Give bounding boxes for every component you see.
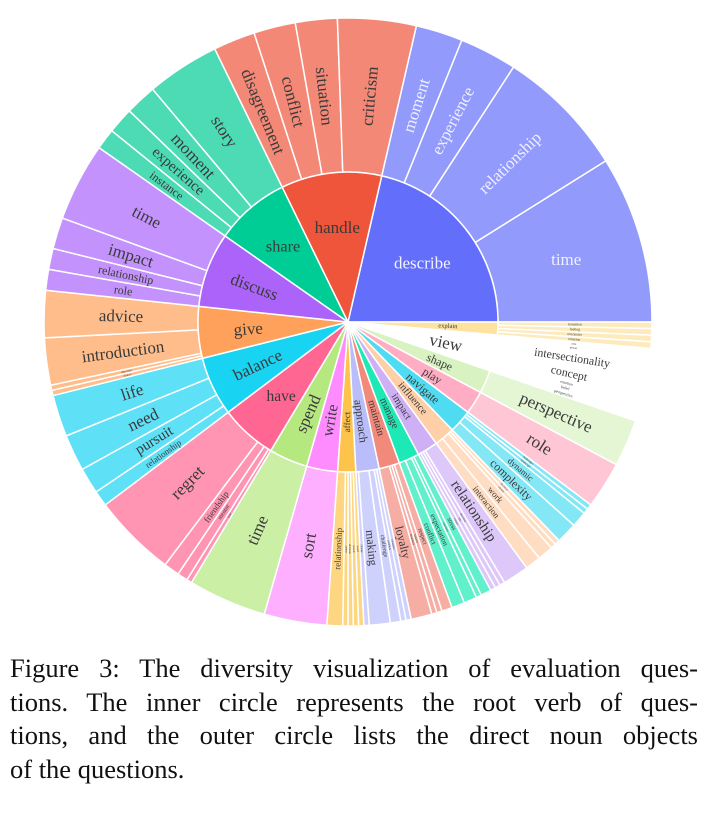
noun-label-decision: decision [459, 512, 468, 523]
noun-label-encounter: encounter [567, 332, 583, 337]
noun-label-time: time [226, 512, 233, 519]
verb-label-share: share [266, 236, 300, 255]
caption-line: tions. The inner circle represents the r… [10, 686, 698, 717]
noun-label-mood: mood [352, 545, 356, 552]
noun-label-balance: balance [413, 534, 420, 545]
noun-label-decision: decision [499, 482, 509, 492]
noun-label-time: time [551, 250, 581, 269]
noun-label-challenge: challenge [379, 535, 389, 559]
noun-label-sort: sort [297, 531, 320, 560]
verb-segment-describe[interactable] [347, 174, 499, 323]
noun-label-making: making [363, 529, 381, 566]
noun-label-emotion: emotion [442, 522, 450, 533]
noun-label-belief: belief [560, 385, 570, 392]
verb-label-give: give [233, 318, 264, 339]
sunburst-chart: describemomentexperiencerelationshiptime… [43, 17, 653, 627]
noun-label-role: role [571, 342, 577, 346]
noun-label-choice: choice [497, 485, 506, 494]
noun-label-decision: decision [348, 544, 352, 555]
noun-label-music: music [344, 545, 348, 553]
verb-label-explain: explain [438, 322, 458, 330]
noun-label-respect: respect [416, 528, 427, 546]
verb-segment-handle[interactable] [281, 171, 383, 325]
verb-label-affect: affect [342, 411, 352, 432]
noun-label-relationship: relationship [332, 527, 344, 570]
noun-label-advice: advice [99, 306, 144, 326]
caption-line: of the questions. [10, 753, 185, 784]
noun-label-challenges: challenges [522, 455, 535, 466]
noun-label-career: career [453, 517, 460, 525]
noun-label-word: word [356, 546, 360, 553]
figure-caption: Figure 3: The diversity visualization of… [10, 652, 698, 786]
verb-label-write: write [319, 403, 341, 438]
inner-ring [197, 171, 499, 473]
noun-label-stress: stress [445, 517, 457, 532]
noun-label-perspective: perspective [554, 388, 574, 399]
noun-label-landscape: landscape [520, 458, 532, 469]
noun-label-power: power [570, 345, 578, 350]
noun-label-chance: chance [123, 372, 133, 378]
noun-label-feeling: feeling [570, 327, 581, 331]
caption-line: tions, and the outer circle lists the di… [10, 720, 698, 750]
noun-label-emotion: emotion [568, 337, 581, 342]
noun-label-situation: situation [390, 539, 396, 550]
caption-line: Figure 3: The diversity visualization of… [10, 653, 698, 683]
noun-label-life: life [457, 517, 463, 523]
noun-label-boundary: boundary [409, 534, 416, 546]
noun-label-transition: transition [568, 322, 582, 326]
verb-label-describe: describe [394, 253, 451, 272]
noun-label-emotion: emotion [560, 380, 573, 387]
noun-label-change: change [360, 544, 365, 553]
outer-ring [43, 17, 653, 627]
verb-label-approach: approach [351, 399, 371, 444]
verb-label-have: have [266, 388, 295, 405]
verb-label-handle: handle [315, 218, 360, 237]
noun-label-problem: problem [386, 540, 392, 551]
noun-label-role: role [113, 282, 133, 298]
noun-label-direction: direction [121, 368, 133, 374]
